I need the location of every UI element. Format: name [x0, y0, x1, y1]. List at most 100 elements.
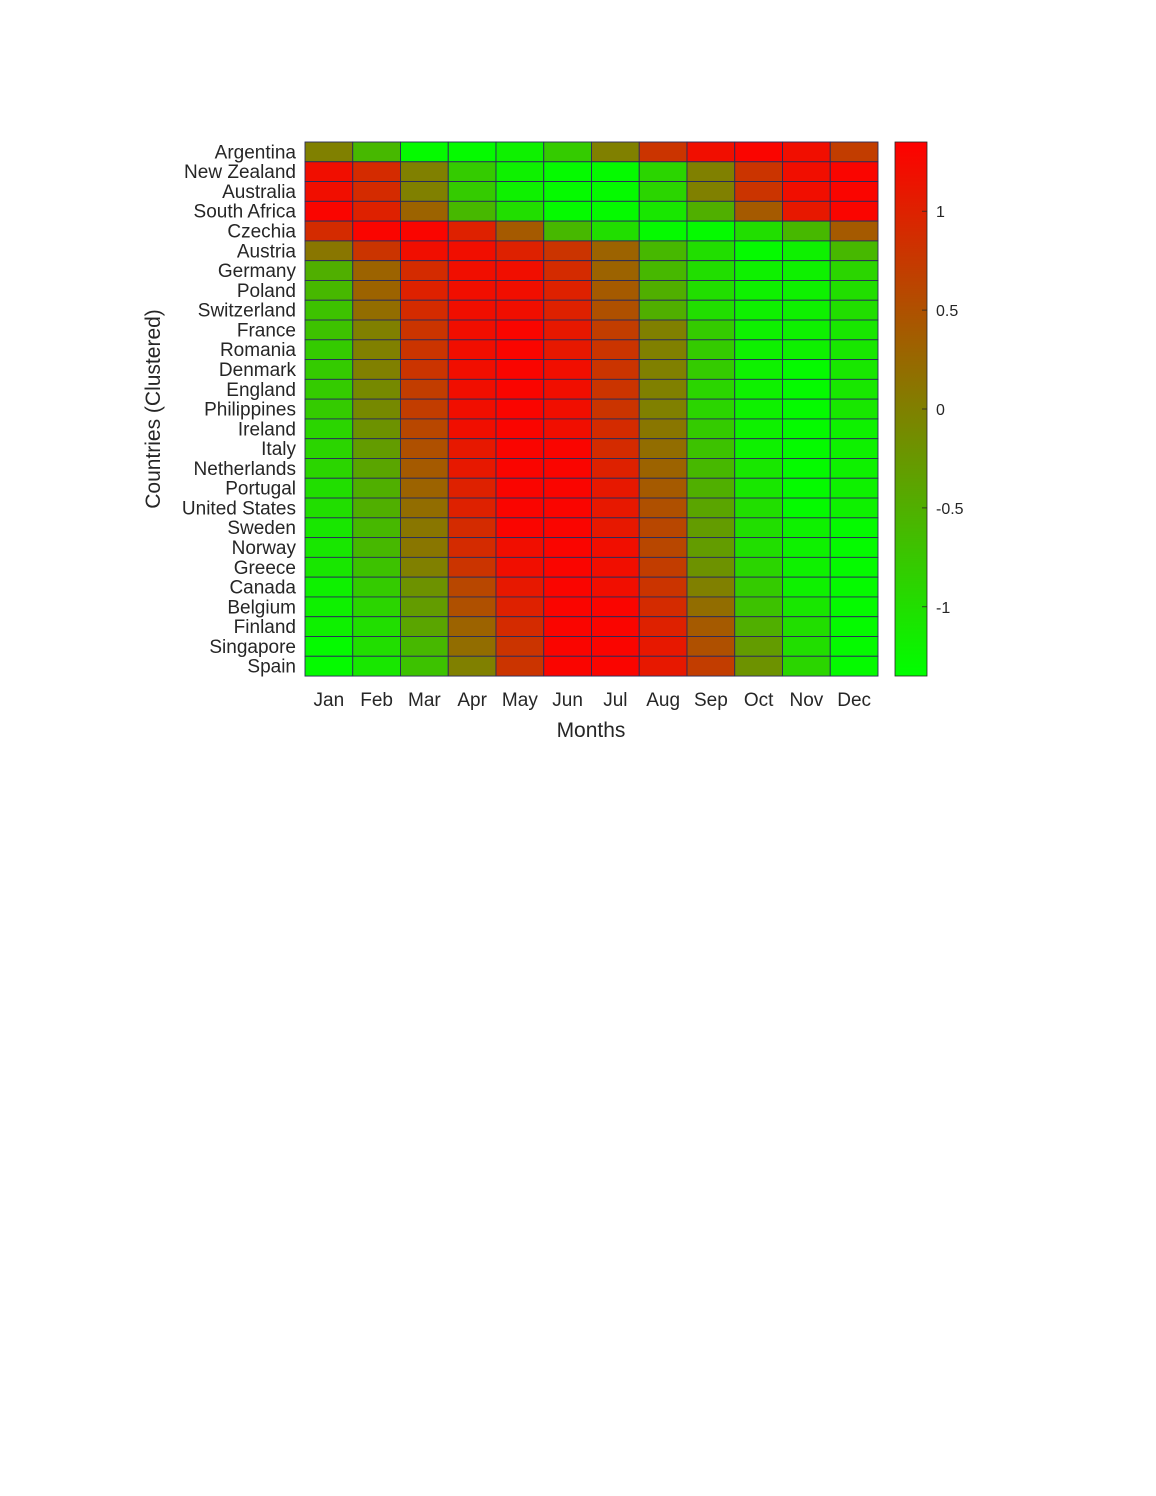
heatmap-cell: [782, 556, 831, 578]
heatmap-cell: [352, 596, 401, 618]
colorbar: [894, 141, 928, 677]
heatmap-cell: [447, 319, 497, 341]
heatmap-cell: [638, 220, 688, 242]
heatmap-cell: [734, 359, 783, 380]
heatmap-cell: [352, 418, 401, 440]
heatmap-cell: [686, 200, 736, 222]
heatmap-cell: [352, 161, 401, 183]
heatmap-cell: [304, 280, 354, 301]
y-tick-label: Czechia: [227, 222, 296, 243]
heatmap-cell: [447, 378, 497, 400]
heatmap-cell: [543, 477, 592, 499]
heatmap-cell: [638, 517, 688, 539]
heatmap-cell: [400, 497, 449, 519]
heatmap-cell: [400, 181, 449, 202]
heatmap-cell: [543, 161, 592, 183]
heatmap-cell: [447, 359, 497, 380]
heatmap-cell: [304, 200, 354, 222]
heatmap-cell: [734, 497, 783, 519]
heatmap-cell: [400, 576, 449, 598]
heatmap-cell: [782, 596, 831, 618]
heatmap-cell: [304, 359, 354, 380]
heatmap-cell: [304, 477, 354, 499]
heatmap-cell: [638, 378, 688, 400]
x-tick-label: Nov: [789, 690, 823, 711]
heatmap-cell: [782, 537, 831, 558]
heatmap-cell: [829, 378, 879, 400]
heatmap-cell: [829, 299, 879, 321]
heatmap-cell: [782, 517, 831, 539]
heatmap-cell: [352, 299, 401, 321]
x-tick-label: Jun: [552, 690, 583, 711]
heatmap-cell: [686, 636, 736, 657]
heatmap-cell: [782, 418, 831, 440]
heatmap-cell: [638, 576, 688, 598]
heatmap-cell: [400, 438, 449, 459]
heatmap-cell: [543, 339, 592, 361]
y-tick-label: New Zealand: [184, 162, 296, 183]
heatmap-cell: [543, 517, 592, 539]
heatmap-cell: [447, 576, 497, 598]
heatmap-cell: [638, 418, 688, 440]
heatmap-cell: [400, 655, 449, 677]
heatmap-cell: [543, 260, 592, 281]
heatmap-cell: [734, 418, 783, 440]
heatmap-cell: [543, 280, 592, 301]
heatmap-cell: [591, 576, 640, 598]
heatmap-cell: [638, 181, 688, 202]
y-tick-label: Spain: [247, 657, 296, 678]
heatmap-cell: [686, 576, 736, 598]
heatmap-cell: [686, 319, 736, 341]
heatmap-cell: [829, 280, 879, 301]
heatmap-cell: [400, 299, 449, 321]
heatmap-cell: [447, 497, 497, 519]
heatmap-cell: [304, 240, 354, 262]
heatmap-cell: [782, 161, 831, 183]
heatmap-cell: [495, 240, 545, 262]
heatmap-cell: [352, 655, 401, 677]
heatmap-cell: [304, 181, 354, 202]
heatmap-cell: [734, 556, 783, 578]
heatmap-cell: [400, 200, 449, 222]
heatmap-cell: [829, 636, 879, 657]
heatmap-cell: [591, 596, 640, 618]
heatmap-cell: [591, 636, 640, 657]
heatmap-cell: [638, 636, 688, 657]
heatmap-cell: [352, 240, 401, 262]
heatmap-cell: [734, 220, 783, 242]
heatmap-cell: [734, 616, 783, 637]
heatmap-cell: [591, 517, 640, 539]
heatmap-cell: [543, 378, 592, 400]
y-tick-label: Poland: [237, 281, 296, 302]
y-tick-label: Finland: [234, 617, 296, 638]
heatmap-cell: [686, 240, 736, 262]
heatmap-cell: [782, 477, 831, 499]
heatmap-cell: [352, 319, 401, 341]
heatmap-cell: [591, 339, 640, 361]
heatmap-cell: [782, 458, 831, 479]
y-tick-label: South Africa: [194, 202, 297, 223]
heatmap-cell: [829, 477, 879, 499]
heatmap-cell: [495, 161, 545, 183]
heatmap-cell: [734, 438, 783, 459]
heatmap-cell: [495, 141, 545, 163]
heatmap-cell: [495, 458, 545, 479]
heatmap-cell: [734, 319, 783, 341]
heatmap-cell: [543, 200, 592, 222]
heatmap-cell: [734, 655, 783, 677]
heatmap-cell: [543, 319, 592, 341]
y-tick-label: Australia: [222, 182, 296, 203]
heatmap-cell: [829, 181, 879, 202]
heatmap-cell: [495, 299, 545, 321]
heatmap-cell: [638, 280, 688, 301]
heatmap-cell: [782, 398, 831, 420]
y-tick-label: Italy: [261, 439, 296, 460]
heatmap-cell: [782, 299, 831, 321]
heatmap-cell: [352, 616, 401, 637]
heatmap-cell: [495, 438, 545, 459]
heatmap-cell: [304, 378, 354, 400]
heatmap-cell: [400, 359, 449, 380]
heatmap-cell: [543, 616, 592, 637]
heatmap-cell: [495, 537, 545, 558]
x-tick-label: Jul: [603, 690, 627, 711]
